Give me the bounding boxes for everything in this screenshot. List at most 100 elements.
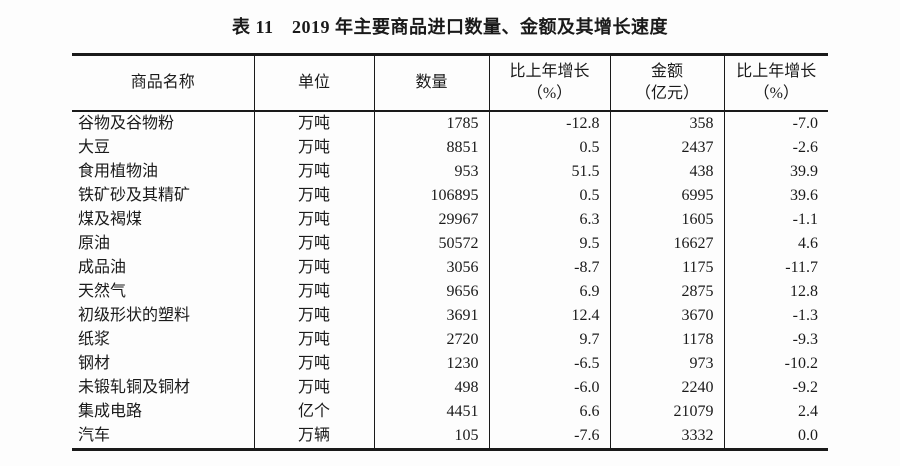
cell-amount: 2875 bbox=[609, 280, 724, 304]
cell-amount-growth: -2.6 bbox=[723, 136, 828, 160]
cell-name: 大豆 bbox=[78, 139, 111, 156]
cell-unit: 万吨 bbox=[253, 328, 374, 352]
cell-amount: 358 bbox=[609, 111, 724, 136]
table-row: 成品油 万吨 3056 -8.7 1175 -11.7 bbox=[72, 256, 828, 280]
column-header-unit: 单位 bbox=[253, 54, 374, 112]
cell-amount: 438 bbox=[609, 160, 724, 184]
cell-amount-growth: -9.3 bbox=[723, 328, 828, 352]
table-row: 初级形状的塑料 万吨 3691 12.4 3670 -1.3 bbox=[72, 304, 828, 328]
cell-name: 铁矿砂及其精矿 bbox=[78, 187, 191, 204]
cell-unit: 万吨 bbox=[253, 376, 374, 400]
table-row: 谷物及谷物粉 万吨 1785 -12.8 358 -7.0 bbox=[72, 111, 828, 136]
table-row: 钢材 万吨 1230 -6.5 973 -10.2 bbox=[72, 352, 828, 376]
column-header-quantity-growth: 比上年增长 （%） bbox=[488, 54, 610, 112]
cell-quantity: 498 bbox=[373, 376, 489, 400]
cell-unit: 万吨 bbox=[253, 232, 374, 256]
cell-quantity: 106895 bbox=[373, 184, 489, 208]
table-row: 铁矿砂及其精矿 万吨 106895 0.5 6995 39.6 bbox=[72, 184, 828, 208]
table-row: 大豆 万吨 8851 0.5 2437 -2.6 bbox=[72, 136, 828, 160]
cell-unit: 万吨 bbox=[253, 280, 374, 304]
table-row: 煤及褐煤 万吨 29967 6.3 1605 -1.1 bbox=[72, 208, 828, 232]
cell-quantity-growth: -8.7 bbox=[488, 256, 610, 280]
table-row: 天然气 万吨 9656 6.9 2875 12.8 bbox=[72, 280, 828, 304]
cell-quantity-growth: -12.8 bbox=[488, 111, 610, 136]
cell-quantity-growth: -7.6 bbox=[488, 424, 610, 450]
cell-quantity-growth: -6.5 bbox=[488, 352, 610, 376]
cell-quantity-growth: 12.4 bbox=[488, 304, 610, 328]
cell-amount-growth: -11.7 bbox=[723, 256, 828, 280]
cell-amount: 21079 bbox=[609, 400, 724, 424]
cell-amount-growth: -7.0 bbox=[723, 111, 828, 136]
cell-name: 集成电路 bbox=[78, 403, 143, 420]
cell-quantity-growth: 9.5 bbox=[488, 232, 610, 256]
cell-name: 谷物及谷物粉 bbox=[78, 115, 175, 132]
cell-quantity: 3691 bbox=[373, 304, 489, 328]
cell-amount-growth: -1.1 bbox=[723, 208, 828, 232]
cell-name: 天然气 bbox=[78, 283, 127, 300]
cell-quantity: 105 bbox=[373, 424, 489, 450]
table-body: 谷物及谷物粉 万吨 1785 -12.8 358 -7.0 大豆 万吨 8851 0.5 2437-… bbox=[72, 111, 828, 450]
cell-quantity-growth: 0.5 bbox=[488, 184, 610, 208]
cell-quantity-growth: 6.6 bbox=[488, 400, 610, 424]
cell-name: 初级形状的塑料 bbox=[78, 307, 191, 324]
cell-quantity: 4451 bbox=[373, 400, 489, 424]
cell-amount-growth: -1.3 bbox=[723, 304, 828, 328]
cell-unit: 万吨 bbox=[253, 184, 374, 208]
cell-quantity: 8851 bbox=[373, 136, 489, 160]
cell-quantity: 2720 bbox=[373, 328, 489, 352]
cell-quantity-growth: 0.5 bbox=[488, 136, 610, 160]
cell-quantity: 29967 bbox=[373, 208, 489, 232]
column-header-amount: 金额 （亿元） bbox=[609, 54, 724, 112]
cell-quantity: 3056 bbox=[373, 256, 489, 280]
cell-unit: 万吨 bbox=[253, 352, 374, 376]
table-row: 未锻轧铜及铜材 万吨 498 -6.0 2240 -9.2 bbox=[72, 376, 828, 400]
cell-amount-growth: 12.8 bbox=[723, 280, 828, 304]
cell-amount: 6995 bbox=[609, 184, 724, 208]
cell-unit: 万吨 bbox=[253, 304, 374, 328]
cell-amount: 2437 bbox=[609, 136, 724, 160]
cell-name: 原油 bbox=[78, 235, 111, 252]
cell-name: 汽车 bbox=[78, 427, 111, 444]
column-header-quantity: 数量 bbox=[373, 54, 489, 112]
cell-unit: 万吨 bbox=[253, 256, 374, 280]
cell-name: 钢材 bbox=[78, 355, 111, 372]
cell-quantity-growth: -6.0 bbox=[488, 376, 610, 400]
table-row: 集成电路 亿个 4451 6.6 21079 2.4 bbox=[72, 400, 828, 424]
cell-amount-growth: 2.4 bbox=[723, 400, 828, 424]
cell-name: 成品油 bbox=[78, 259, 127, 276]
cell-amount: 3332 bbox=[609, 424, 724, 450]
cell-amount-growth: 0.0 bbox=[723, 424, 828, 450]
cell-name: 纸浆 bbox=[78, 331, 111, 348]
cell-amount: 1175 bbox=[609, 256, 724, 280]
cell-quantity: 1230 bbox=[373, 352, 489, 376]
cell-name: 食用植物油 bbox=[78, 163, 159, 180]
cell-quantity-growth: 51.5 bbox=[488, 160, 610, 184]
table-header: 商品名称 单位 数量 比上年增长 （%） 金额 （亿元） 比上年增长 （%） bbox=[72, 54, 828, 112]
cell-amount-growth: -10.2 bbox=[723, 352, 828, 376]
cell-unit: 万吨 bbox=[253, 160, 374, 184]
cell-quantity-growth: 6.3 bbox=[488, 208, 610, 232]
cell-unit: 亿个 bbox=[253, 400, 374, 424]
cell-amount-growth: 39.9 bbox=[723, 160, 828, 184]
cell-amount: 16627 bbox=[609, 232, 724, 256]
import-commodities-table: 商品名称 单位 数量 比上年增长 （%） 金额 （亿元） 比上年增长 （%） 谷… bbox=[72, 53, 828, 451]
column-header-amount-growth: 比上年增长 （%） bbox=[723, 54, 828, 112]
cell-quantity: 1785 bbox=[373, 111, 489, 136]
header-row: 商品名称 单位 数量 比上年增长 （%） 金额 （亿元） 比上年增长 （%） bbox=[72, 54, 828, 112]
cell-quantity-growth: 6.9 bbox=[488, 280, 610, 304]
cell-unit: 万吨 bbox=[253, 208, 374, 232]
column-header-name: 商品名称 bbox=[72, 54, 254, 112]
cell-unit: 万吨 bbox=[253, 136, 374, 160]
cell-amount: 1605 bbox=[609, 208, 724, 232]
cell-amount-growth: 39.6 bbox=[723, 184, 828, 208]
cell-quantity-growth: 9.7 bbox=[488, 328, 610, 352]
table-row: 汽车 万辆 105 -7.6 3332 0.0 bbox=[72, 424, 828, 450]
table-row: 食用植物油 万吨 953 51.5 438 39.9 bbox=[72, 160, 828, 184]
cell-quantity: 50572 bbox=[373, 232, 489, 256]
cell-amount: 1178 bbox=[609, 328, 724, 352]
cell-amount-growth: -9.2 bbox=[723, 376, 828, 400]
cell-amount: 3670 bbox=[609, 304, 724, 328]
table-row: 纸浆 万吨 2720 9.7 1178 -9.3 bbox=[72, 328, 828, 352]
cell-unit: 万吨 bbox=[253, 111, 374, 136]
cell-unit: 万辆 bbox=[253, 424, 374, 450]
